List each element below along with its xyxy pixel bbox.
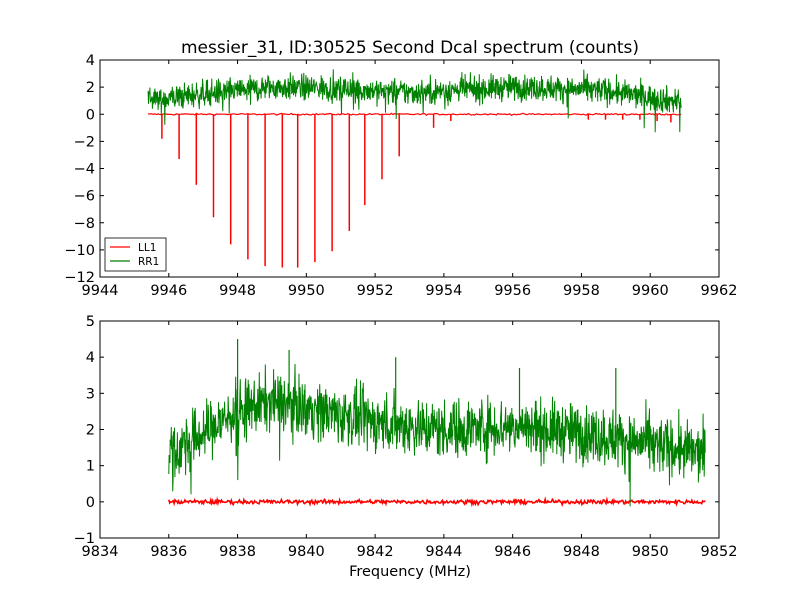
y-tick-label: −2 — [74, 134, 95, 150]
x-axis-ticks: 9944 9946 9948 9950 9952 9954 9956 9958 9960 9962 — [82, 60, 738, 299]
y-tick-label: 0 — [86, 107, 95, 123]
x-tick-label: 9842 — [357, 544, 394, 560]
x-axis-ticks: 9834 9836 9838 9840 9842 9844 9846 9848 9850 9852 — [82, 321, 738, 560]
y-tick-label: −1 — [74, 531, 95, 547]
legend-box — [104, 237, 167, 272]
x-tick-label: 9852 — [701, 544, 738, 560]
ll1-baseline-line — [148, 112, 682, 116]
y-tick-label: 2 — [86, 80, 95, 96]
x-tick-label: 9954 — [425, 283, 462, 299]
x-tick-label: 9952 — [357, 283, 394, 299]
y-tick-label: −12 — [64, 270, 95, 286]
ll1-line — [168, 496, 706, 508]
series-rr1 — [147, 69, 682, 133]
x-tick-label: 9944 — [82, 283, 119, 299]
y-tick-label: 3 — [86, 386, 95, 402]
legend-label-ll1: LL1 — [138, 242, 156, 254]
x-tick-label: 9848 — [563, 544, 600, 560]
x-tick-label: 9844 — [425, 544, 462, 560]
x-tick-label: 9840 — [288, 544, 325, 560]
rr1-line — [147, 69, 682, 133]
y-tick-label: 4 — [86, 53, 95, 69]
x-tick-label: 9834 — [82, 544, 119, 560]
series-ll1 — [168, 496, 706, 508]
y-tick-label: −6 — [74, 189, 95, 205]
rr1-line — [168, 363, 706, 507]
y-tick-label: −10 — [64, 243, 95, 259]
plot-area — [168, 339, 706, 508]
y-axis-ticks: 4 2 0 −2 −4 −6 −8 −10 −12 — [64, 53, 719, 286]
legend-label-rr1: RR1 — [138, 256, 159, 268]
x-tick-label: 9836 — [150, 544, 187, 560]
x-tick-label: 9946 — [150, 283, 187, 299]
x-tick-label: 9962 — [701, 283, 738, 299]
y-tick-label: 0 — [86, 495, 95, 511]
x-tick-label: 9850 — [632, 544, 669, 560]
series-rr1 — [168, 339, 706, 507]
x-tick-label: 9838 — [219, 544, 256, 560]
chart-title: messier_31, ID:30525 Second Dcal spectru… — [181, 38, 639, 58]
x-tick-label: 9960 — [632, 283, 669, 299]
y-tick-label: −8 — [74, 216, 95, 232]
series-ll1 — [148, 112, 682, 268]
bottom-panel: Frequency (MHz) 9834 9836 9838 9840 9842 9844… — [74, 314, 738, 580]
x-axis-label: Frequency (MHz) — [349, 564, 471, 580]
y-tick-label: −4 — [74, 162, 95, 178]
top-panel: messier_31, ID:30525 Second Dcal spectru… — [64, 38, 737, 299]
x-tick-label: 9950 — [288, 283, 325, 299]
y-axis-ticks: 5 4 3 2 1 0 −1 — [74, 314, 719, 547]
y-tick-label: 1 — [86, 459, 95, 475]
y-tick-label: 2 — [86, 423, 95, 439]
x-tick-label: 9956 — [494, 283, 531, 299]
x-tick-label: 9958 — [563, 283, 600, 299]
y-tick-label: 4 — [86, 350, 95, 366]
x-tick-label: 9846 — [494, 544, 531, 560]
x-tick-label: 9948 — [219, 283, 256, 299]
y-tick-label: 5 — [86, 314, 95, 330]
plot-area — [147, 69, 682, 268]
